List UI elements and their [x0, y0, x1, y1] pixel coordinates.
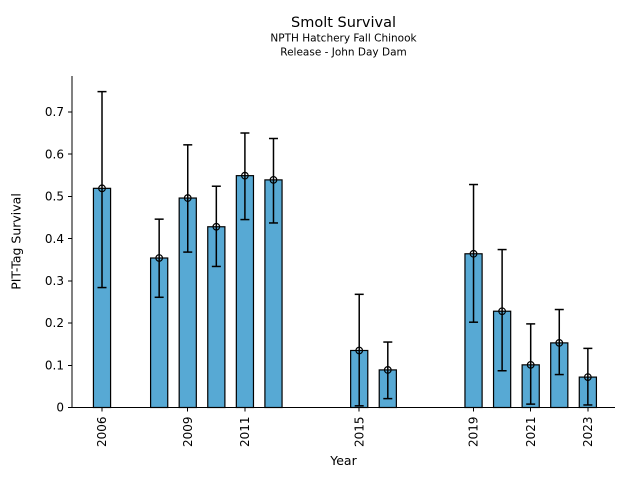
- marker-2010: [212, 222, 221, 231]
- x-tick-label-2011: 2011: [238, 417, 252, 448]
- marker-2008: [155, 254, 164, 262]
- marker-2021: [526, 360, 535, 369]
- x-axis-label: Year: [329, 453, 357, 468]
- y-tick-label-0.1: 0.1: [45, 358, 64, 372]
- chart-subtitle-line-1: NPTH Hatchery Fall Chinook: [270, 33, 417, 45]
- y-axis-label: PIT-Tag Survival: [8, 193, 23, 290]
- y-tick-label-0: 0: [56, 401, 64, 415]
- marker-2012: [269, 175, 278, 184]
- marker-2009: [183, 194, 192, 202]
- y-tick-label-0.6: 0.6: [45, 147, 64, 161]
- x-tick-label-2009: 2009: [181, 417, 195, 448]
- y-tick-label-0.4: 0.4: [45, 232, 64, 246]
- marker-2020: [498, 307, 507, 316]
- marker-2023: [583, 373, 592, 381]
- marker-2019: [469, 249, 478, 258]
- y-tick-label-0.7: 0.7: [45, 105, 64, 119]
- chart-title: Smolt Survival: [291, 15, 396, 31]
- x-tick-label-2023: 2023: [581, 417, 595, 448]
- y-axis-label-group: PIT-Tag Survival: [8, 193, 23, 290]
- marker-2011: [241, 171, 249, 180]
- marker-2016: [383, 366, 392, 374]
- y-tick-label-0.3: 0.3: [45, 274, 64, 288]
- x-tick-label-2019: 2019: [467, 417, 481, 448]
- x-tick-label-2015: 2015: [352, 417, 366, 448]
- chart-subtitle-line-2: Release - John Day Dam: [280, 47, 406, 59]
- plot-area: 0 0.1 0.2 0.3 0.4 0.5 0.6 0.7 2006 2009 2011 2015 20…: [45, 76, 615, 447]
- x-tick-label-2021: 2021: [524, 417, 538, 448]
- y-tick-label-0.5: 0.5: [45, 190, 64, 204]
- y-tick-label-0.2: 0.2: [45, 316, 64, 330]
- marker-2022: [555, 338, 564, 347]
- marker-2006: [98, 184, 106, 193]
- marker-2015: [355, 346, 364, 355]
- x-tick-label-2006: 2006: [95, 417, 109, 448]
